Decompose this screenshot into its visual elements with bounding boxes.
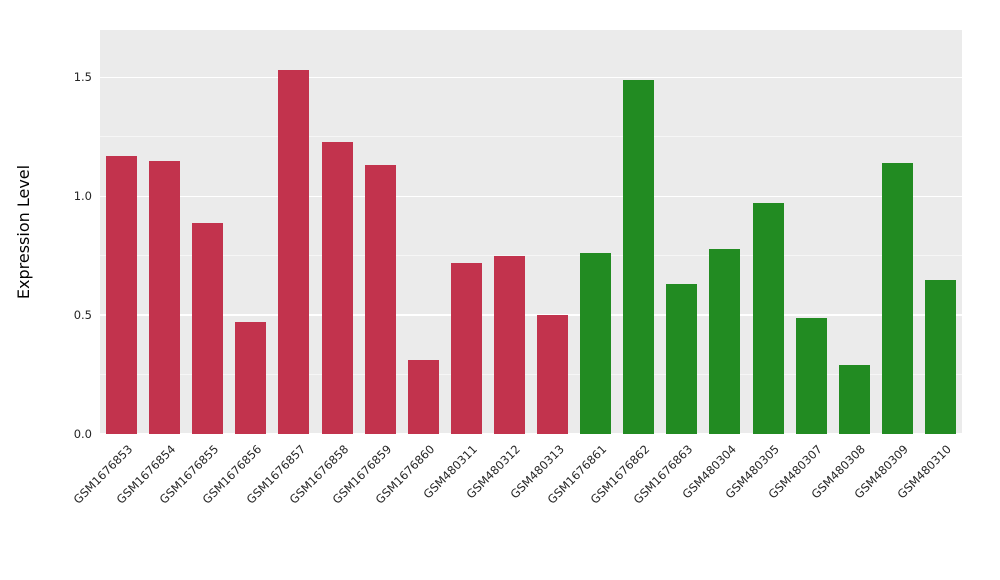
bar (450, 262, 482, 434)
y-tick-label: 0.0 (73, 426, 92, 441)
bar (881, 163, 913, 434)
y-tick-label: 1.0 (73, 188, 92, 203)
bar (838, 365, 870, 434)
bar (924, 279, 956, 434)
bar (709, 248, 741, 434)
plot-panel (100, 30, 962, 435)
bar (149, 160, 181, 434)
bar (537, 315, 569, 434)
y-tick-label: 0.5 (73, 307, 92, 322)
gridline-minor (100, 255, 962, 257)
gridline-minor (100, 374, 962, 376)
bar (623, 79, 655, 434)
bar (493, 255, 525, 434)
bar (192, 222, 224, 434)
bar (106, 155, 138, 434)
bar (278, 70, 310, 434)
gridline-minor (100, 136, 962, 138)
bar (364, 165, 396, 434)
gridline-major (100, 314, 962, 316)
bar (321, 141, 353, 434)
y-tick-label: 1.5 (73, 70, 92, 85)
bar (795, 317, 827, 434)
bar (580, 253, 612, 434)
y-axis-title-text: Expression Level (14, 164, 33, 300)
gridline-major (100, 76, 962, 79)
bar (752, 203, 784, 434)
gridline-major (100, 433, 962, 435)
bar (666, 284, 698, 434)
bar (235, 322, 267, 434)
bar (407, 360, 439, 434)
gridline-major (100, 195, 962, 198)
